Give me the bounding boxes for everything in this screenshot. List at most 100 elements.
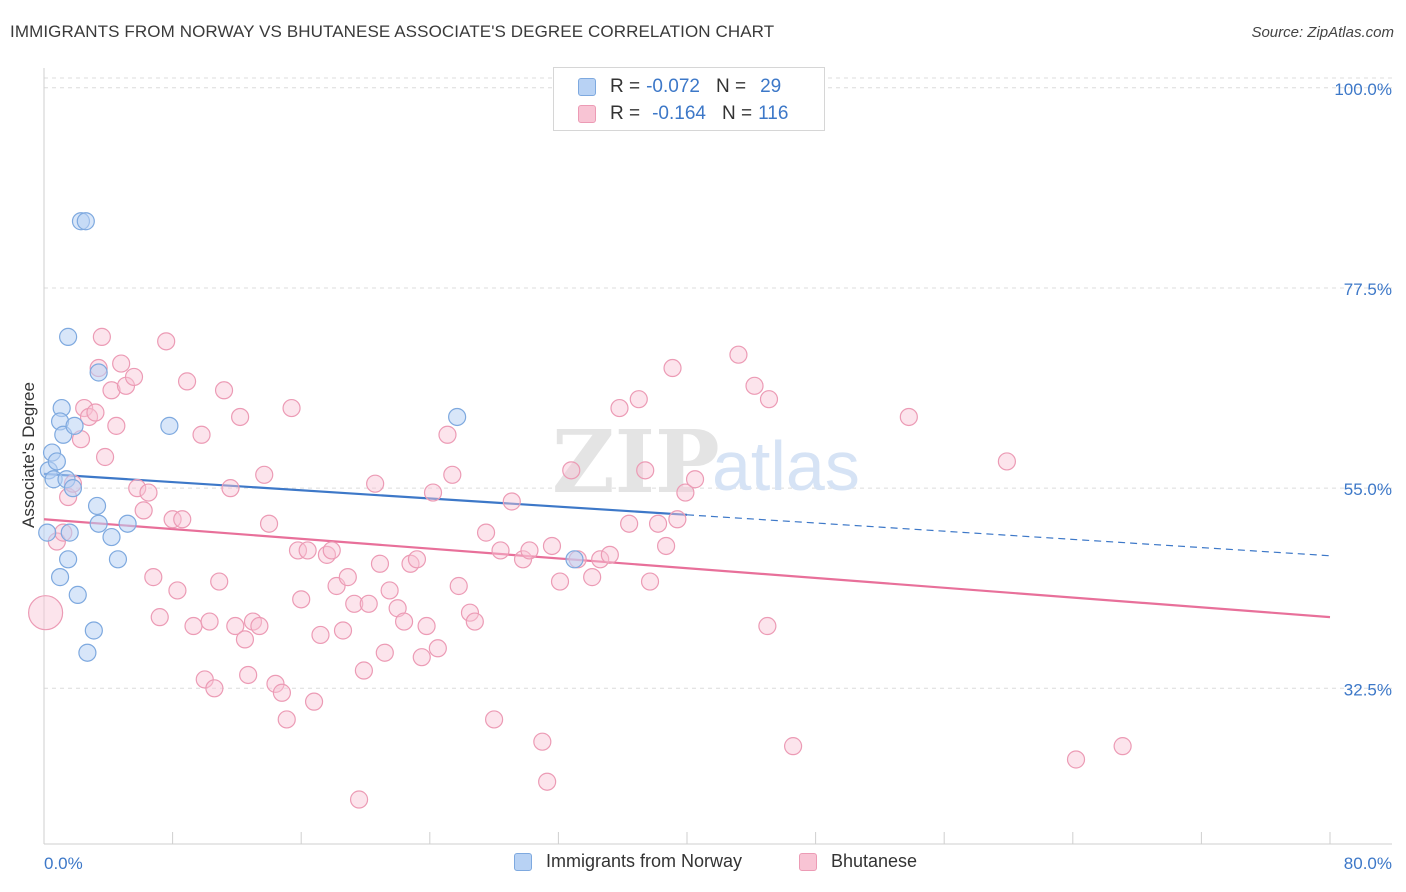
trend-lines [43, 472, 1331, 619]
bhutanese-point [255, 465, 274, 484]
bhutanese-point [235, 630, 255, 649]
bhutanese-point [205, 679, 224, 698]
bhutanese-point [86, 403, 105, 422]
correlation-legend: R = -0.072 N = 29 R = -0.164 N = 116 [553, 67, 825, 131]
bhutanese-point [1066, 750, 1086, 769]
bhutanese-point [485, 710, 504, 729]
bhutanese-point [407, 550, 427, 569]
bhutanese-point [758, 616, 777, 636]
bhutanese-point [354, 661, 373, 680]
bhutanese-point [128, 479, 147, 498]
bhutanese-point [428, 639, 447, 658]
bhutanese-point [538, 772, 557, 791]
bhutanese-point [345, 594, 364, 613]
bhutanese-point [311, 625, 330, 645]
norway-point [565, 550, 584, 569]
bhutanese-point [266, 674, 285, 693]
legend-swatch-blue [578, 78, 596, 96]
norway-point [84, 621, 103, 640]
bhutanese-point [438, 425, 457, 444]
bhutanese-point [298, 541, 317, 560]
bhutanese-point [997, 452, 1016, 471]
bhutanese-point [759, 390, 779, 409]
y-tick-label: 55.0% [1344, 480, 1392, 499]
bhutanese-point [272, 683, 292, 702]
bhutanese-point [412, 648, 431, 667]
norway-point [89, 363, 108, 382]
bhutanese-point [443, 465, 462, 484]
legend-n-value-bhutanese: 116 [758, 103, 789, 124]
bhutanese-point [685, 470, 705, 489]
bhutanese-point [380, 581, 399, 600]
bhutanese-point [292, 590, 311, 609]
bhutanese-point [783, 737, 803, 756]
grid [44, 77, 1392, 689]
bhutanese-point [177, 372, 197, 391]
norway-point [59, 550, 78, 569]
bhutanese-point [277, 710, 296, 729]
norway-point [78, 643, 97, 662]
norway-point [50, 568, 70, 587]
bhutanese-point [465, 612, 484, 631]
bhutanese-point [288, 541, 308, 560]
norway-point [68, 585, 87, 604]
bhutanese-point [221, 479, 240, 498]
bhutanese-point [184, 616, 203, 636]
legend-n-label: N = [721, 103, 753, 124]
bhutanese-point [636, 461, 655, 480]
bhutanese-point [745, 376, 764, 395]
bhutanese-point [157, 332, 176, 351]
bhutanese-trend-line [43, 518, 1331, 619]
watermark: ZIP atlas [552, 412, 860, 513]
bhutanese-point [449, 576, 468, 596]
source-label: Source: ZipAtlas.com [1251, 24, 1394, 41]
bhutanese-point [139, 483, 158, 502]
watermark-atlas: atlas [712, 427, 860, 505]
bhutanese-point [610, 398, 629, 418]
bhutanese-point [282, 398, 301, 418]
norway-point [108, 550, 128, 569]
bhutanese-point [491, 541, 510, 560]
axes: 100.0% 77.5% 55.0% 32.5% [43, 68, 1392, 845]
bhutanese-point [102, 381, 121, 400]
bhutanese-point [338, 568, 357, 587]
bhutanese-point [259, 514, 279, 533]
data-points [28, 212, 1132, 809]
bhutanese-point [520, 541, 539, 560]
legend-row-norway: R = -0.072 N = 29 [578, 74, 787, 100]
bhutanese-point [231, 407, 250, 427]
bhutanese-point [550, 572, 570, 591]
legend-row-bhutanese: R = -0.164 N = 116 [578, 101, 794, 127]
bhutanese-point [210, 572, 229, 591]
bhutanese-point [417, 616, 436, 636]
bhutanese-point [304, 692, 324, 711]
bhutanese-point [28, 595, 64, 631]
bhutanese-point [226, 616, 245, 636]
chart-title: IMMIGRANTS FROM NORWAY VS BHUTANESE ASSO… [10, 22, 775, 41]
bhutanese-point [349, 790, 369, 809]
norway-point [63, 479, 83, 498]
bhutanese-point [366, 474, 385, 493]
bhutanese-point [322, 541, 341, 560]
bhutanese-point [163, 510, 182, 529]
norway-point [47, 452, 66, 471]
bhutanese-point [95, 447, 115, 467]
bhutanese-point [112, 354, 131, 373]
bhutanese-point [533, 732, 552, 751]
norway-point [448, 407, 467, 427]
legend-n-value-norway: 29 [760, 76, 782, 97]
x-tick-min: 0.0% [44, 854, 83, 873]
bottom-legend-norway: Immigrants from Norway [514, 851, 742, 872]
bhutanese-point [423, 483, 443, 502]
norway-point [38, 523, 57, 542]
norway-point [87, 496, 107, 516]
bhutanese-point [600, 545, 619, 564]
legend-r-value-norway: -0.072 [646, 76, 700, 97]
norway-point [160, 416, 179, 435]
bhutanese-point [250, 616, 269, 636]
norway-point [76, 212, 95, 231]
norway-point [89, 514, 108, 533]
bhutanese-point [542, 536, 562, 556]
bhutanese-point [583, 568, 602, 587]
